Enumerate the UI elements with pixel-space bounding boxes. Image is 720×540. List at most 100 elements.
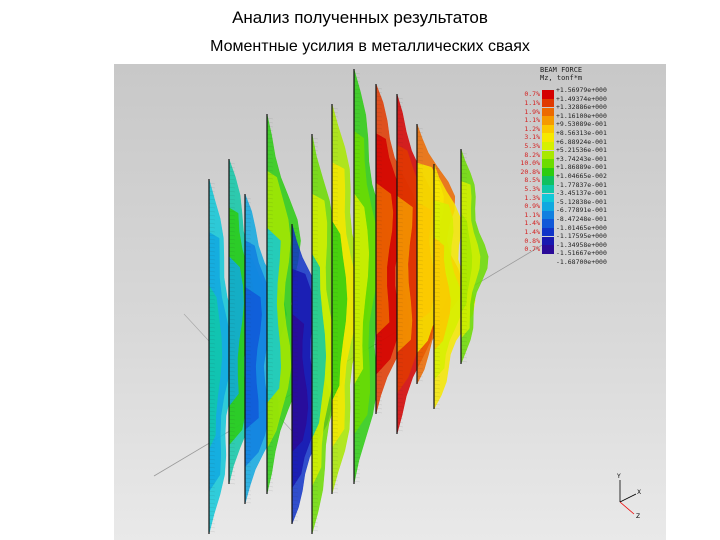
mesh-line (375, 359, 383, 362)
mesh-line (353, 416, 361, 419)
mesh-line (433, 179, 441, 182)
mesh-line (375, 207, 383, 210)
mesh-line (244, 209, 252, 212)
mesh-line (311, 505, 319, 508)
mesh-line (331, 319, 339, 322)
mesh-line (460, 184, 468, 187)
mesh-line (208, 530, 216, 533)
mesh-line (228, 418, 236, 421)
legend-entry: 1.2% +8.56313e-001 (524, 124, 664, 137)
mesh-line (228, 450, 236, 453)
mesh-line (311, 289, 319, 292)
mesh-line (375, 147, 383, 150)
legend-entry: 0.7% +1.49374e+000 (524, 90, 664, 103)
mesh-line (311, 329, 319, 332)
mesh-line (460, 300, 468, 303)
mesh-line (244, 273, 252, 276)
mesh-line (311, 193, 319, 196)
mesh-line (375, 287, 383, 290)
mesh-line (331, 479, 339, 482)
mesh-line (433, 403, 441, 406)
mesh-line (433, 359, 441, 362)
mesh-line (228, 318, 236, 321)
mesh-line (311, 493, 319, 496)
mesh-line (291, 467, 299, 470)
legend-percent: 0.8% (524, 236, 540, 245)
mesh-line (291, 499, 299, 502)
mesh-line (375, 219, 383, 222)
mesh-line (353, 228, 361, 231)
mesh-line (311, 301, 319, 304)
mesh-line (208, 190, 216, 193)
mesh-line (291, 427, 299, 430)
legend-entry: 1.1% +9.53089e-001 (524, 116, 664, 128)
mesh-line (416, 207, 424, 210)
mesh-line (208, 210, 216, 213)
mesh-line (460, 252, 468, 255)
mesh-line (244, 373, 252, 376)
mesh-line (331, 271, 339, 274)
mesh-line (433, 371, 441, 374)
mesh-line (460, 288, 468, 291)
mesh-line (353, 80, 361, 83)
legend-entry: 8.5% -1.77837e-001 (524, 176, 664, 189)
mesh-line (331, 163, 339, 166)
mesh-line (291, 287, 299, 290)
mesh-line (396, 425, 404, 428)
mesh-line (311, 213, 319, 216)
legend-percent: 1.2% (524, 124, 540, 133)
legend-entry: 1.4% -1.17595e+000 (524, 227, 664, 240)
mesh-line (311, 437, 319, 440)
mesh-line (266, 481, 274, 484)
mesh-line (291, 363, 299, 366)
mesh-line (331, 423, 339, 426)
mesh-line (416, 127, 424, 130)
mesh-line (228, 398, 236, 401)
fea-viewport[interactable] (114, 64, 666, 540)
mesh-line (228, 346, 236, 349)
mesh-line (416, 235, 424, 238)
mesh-line (375, 251, 383, 254)
mesh-line (433, 283, 441, 286)
mesh-line (291, 391, 299, 394)
mesh-line (416, 351, 424, 354)
mesh-line (266, 417, 274, 420)
mesh-line (416, 179, 424, 182)
mesh-line (228, 470, 236, 473)
mesh-line (353, 140, 361, 143)
mesh-line (208, 474, 216, 477)
mesh-line (331, 475, 339, 478)
mesh-line (396, 265, 404, 268)
mesh-line (208, 230, 216, 233)
mesh-line (228, 254, 236, 257)
mesh-line (396, 189, 404, 192)
mesh-line (311, 393, 319, 396)
mesh-line (416, 147, 424, 150)
mesh-line (416, 183, 424, 186)
mesh-line (228, 458, 236, 461)
mesh-line (416, 299, 424, 302)
mesh-line (331, 227, 339, 230)
mesh-line (208, 314, 216, 317)
mesh-line (291, 355, 299, 358)
mesh-line (416, 231, 424, 234)
mesh-line (433, 379, 441, 382)
mesh-line (266, 325, 274, 328)
mesh-line (353, 332, 361, 335)
legend-swatch (542, 202, 554, 211)
mesh-line (244, 421, 252, 424)
mesh-line (460, 216, 468, 219)
mesh-line (353, 104, 361, 107)
mesh-line (460, 196, 468, 199)
mesh-line (266, 149, 274, 152)
legend-value: +1.04665e-002 (556, 172, 607, 180)
mesh-line (331, 343, 339, 346)
mesh-line (228, 394, 236, 397)
mesh-line (311, 409, 319, 412)
mesh-line (396, 313, 404, 316)
mesh-line (460, 336, 468, 339)
mesh-line (291, 307, 299, 310)
mesh-line (375, 371, 383, 374)
mesh-line (208, 490, 216, 493)
mesh-line (396, 381, 404, 384)
